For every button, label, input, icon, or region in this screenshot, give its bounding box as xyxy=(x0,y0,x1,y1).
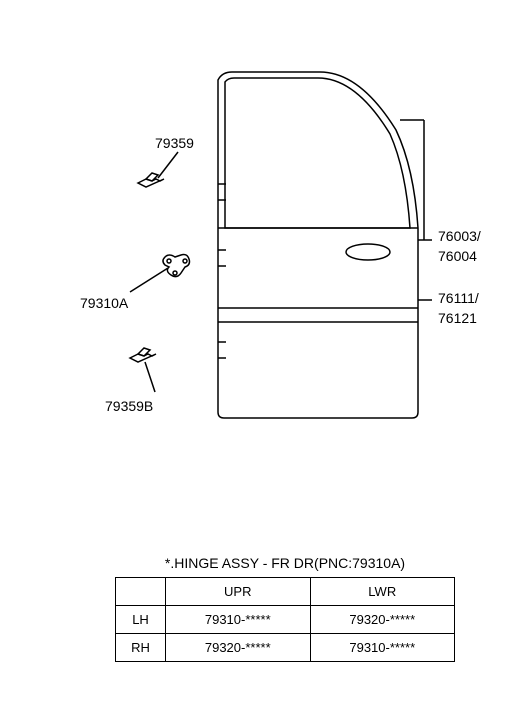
table-cell: 79320-***** xyxy=(166,634,311,662)
leader-line xyxy=(145,362,155,392)
parts-diagram: 79359 79310A 79359B 76003/ 76004 76111/ … xyxy=(0,0,531,520)
hinge-table-section: *.HINGE ASSY - FR DR(PNC:79310A) UPR LWR… xyxy=(115,555,455,662)
door-panel xyxy=(218,72,418,418)
callout-label: 76121 xyxy=(438,310,477,326)
table-row: LH 79310-***** 79320-***** xyxy=(116,606,455,634)
door-window-frame xyxy=(225,78,410,228)
table-header-row: UPR LWR xyxy=(116,578,455,606)
bolt-lower xyxy=(130,348,156,362)
table-header-cell: UPR xyxy=(166,578,311,606)
callout-label: 79310A xyxy=(80,295,128,311)
leader-line xyxy=(158,152,178,178)
callout-label: 79359 xyxy=(155,135,194,151)
callout-label: 76111/ xyxy=(438,290,479,306)
table-cell: 79310-***** xyxy=(310,634,455,662)
table-row: RH 79320-***** 79310-***** xyxy=(116,634,455,662)
table-header-cell xyxy=(116,578,166,606)
leader-line xyxy=(130,268,168,292)
table-cell: 79310-***** xyxy=(166,606,311,634)
door-handle xyxy=(346,244,390,260)
callout-label: 76004 xyxy=(438,248,477,264)
table-cell: 79320-***** xyxy=(310,606,455,634)
table-row-label: RH xyxy=(116,634,166,662)
table-title: *.HINGE ASSY - FR DR(PNC:79310A) xyxy=(115,555,455,571)
callout-label: 79359B xyxy=(105,398,153,414)
table-row-label: LH xyxy=(116,606,166,634)
hinge-table: UPR LWR LH 79310-***** 79320-***** RH 79… xyxy=(115,577,455,662)
hinge-assembly xyxy=(163,255,190,277)
callout-label: 76003/ xyxy=(438,228,481,244)
table-header-cell: LWR xyxy=(310,578,455,606)
